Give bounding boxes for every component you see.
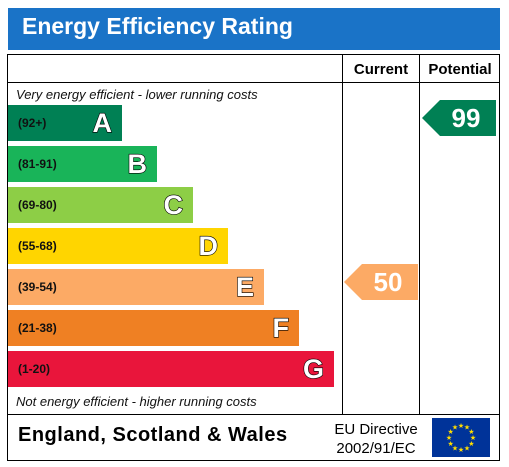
band-a: (92+) A [8, 105, 122, 141]
band-letter-label: A [92, 107, 113, 138]
current-arrow-shape [344, 264, 418, 300]
eu-star-icon: ★ [468, 428, 474, 436]
header-divider [7, 82, 500, 83]
band-d: (55-68) D [8, 228, 228, 264]
potential-arrow-shape [422, 100, 496, 136]
eu-star-icon: ★ [452, 424, 458, 432]
band-g: (1-20) G [8, 351, 334, 387]
band-range-label: (39-54) [18, 280, 57, 294]
eu-star-icon: ★ [464, 424, 470, 432]
title-bar [8, 8, 500, 50]
band-range-label: (92+) [18, 116, 47, 130]
eu-star-icon: ★ [447, 428, 453, 436]
eu-star-icon: ★ [458, 446, 464, 454]
band-range-label: (55-68) [18, 239, 57, 253]
band-letter-label: E [235, 271, 254, 302]
eu-star-icon: ★ [468, 440, 474, 448]
band-letter-label: C [163, 189, 184, 220]
band-range-label: (21-38) [18, 321, 57, 335]
current-column-header: Current [353, 60, 409, 78]
eu-star-icon: ★ [470, 434, 476, 442]
potential-rating-arrow: 99 [422, 100, 496, 136]
bottom-note: Not energy efficient - higher running co… [16, 394, 257, 409]
eu-star-icon: ★ [458, 422, 464, 430]
band-range-label: (69-80) [18, 198, 57, 212]
band-b: (81-91) B [8, 146, 157, 182]
band-c: (69-80) C [8, 187, 193, 223]
top-note: Very energy efficient - lower running co… [16, 87, 258, 102]
eu-flag-icon: ★ ★ ★ ★ ★ ★ ★ ★ ★ ★ ★ ★ [432, 418, 490, 457]
eu-directive-label: EU Directive [334, 421, 418, 438]
band-letter-label: D [198, 230, 219, 261]
eu-star-icon: ★ [464, 444, 470, 452]
band-letter-label: B [127, 148, 148, 179]
current-rating-value: 50 [373, 267, 403, 297]
eu-star-icon: ★ [452, 444, 458, 452]
chart-title: Energy Efficiency Rating [22, 13, 293, 39]
potential-column-header: Potential [428, 60, 492, 78]
eu-directive-number: 2002/91/EC [336, 440, 416, 457]
footer-region: England, Scotland & Wales [18, 424, 288, 446]
current-rating-arrow: 50 [344, 264, 418, 300]
potential-column-divider [419, 54, 420, 415]
band-f: (21-38) F [8, 310, 299, 346]
band-range-label: (1-20) [18, 362, 51, 376]
potential-rating-value: 99 [451, 103, 481, 133]
eu-star-icon: ★ [447, 440, 453, 448]
band-letter-label: F [272, 312, 290, 343]
band-e: (39-54) E [8, 269, 264, 305]
band-range-label: (81-91) [18, 157, 57, 171]
footer-divider [7, 414, 500, 415]
eu-star-icon: ★ [446, 434, 452, 442]
rating-frame [7, 54, 500, 461]
current-column-divider [342, 54, 343, 415]
band-letter-label: G [302, 353, 324, 384]
